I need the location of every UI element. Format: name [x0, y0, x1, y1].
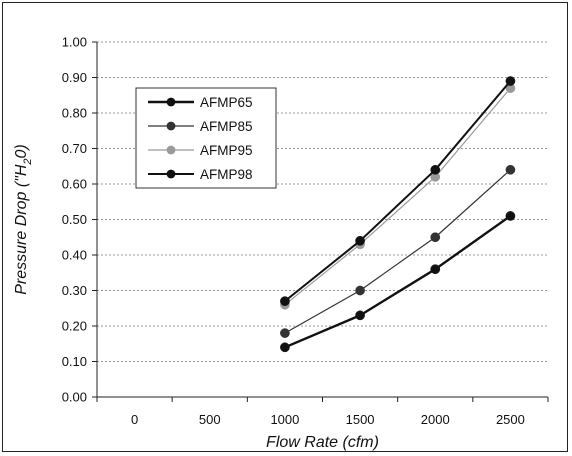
y-tick-label-0: 0.00 — [62, 390, 87, 405]
series-point-AFMP65-0 — [280, 342, 290, 353]
legend-marker-AFMP98 — [166, 169, 176, 179]
series-point-AFMP65-2 — [430, 264, 441, 275]
legend-marker-AFMP85 — [166, 121, 176, 131]
series-point-AFMP85-3 — [505, 164, 516, 175]
y-tick-label-2: 0.20 — [62, 319, 87, 334]
series-line-AFMP85 — [284, 169, 511, 334]
axes — [96, 42, 548, 398]
series-point-AFMP85-0 — [280, 328, 290, 338]
series-line-AFMP95 — [284, 87, 511, 306]
series-lines — [280, 76, 516, 353]
series-point-AFMP98-0 — [280, 296, 290, 306]
legend-box — [135, 87, 277, 189]
series-line-AFMP98 — [284, 80, 512, 302]
x-tick-label-5: 2500 — [496, 412, 525, 427]
y-tick-label-8: 0.80 — [62, 106, 87, 121]
x-tick-label-4: 2000 — [421, 412, 450, 427]
x-tick-label-2: 1000 — [270, 412, 299, 427]
y-axis-title-subscript: 2 — [22, 158, 34, 165]
series-line-AFMP65 — [284, 214, 512, 349]
grid-lines — [92, 41, 549, 402]
series-point-AFMP65-1 — [355, 310, 365, 321]
y-tick-label-6: 0.60 — [62, 177, 87, 192]
series-point-AFMP98-2 — [430, 164, 441, 175]
series-point-AFMP85-1 — [355, 285, 365, 296]
series-point-AFMP98-3 — [505, 76, 516, 86]
legend-marker-AFMP95 — [166, 145, 176, 155]
x-tick-label-0: 0 — [131, 412, 138, 427]
legend: AFMP65 AFMP85 AFMP95 AFMP98 — [135, 87, 277, 189]
y-axis-title-tail: 0) — [13, 144, 30, 158]
y-tick-label-9: 0.90 — [62, 70, 87, 85]
y-tick-labels: 0.00 0.10 0.20 0.30 0.40 0.50 0.60 0.70 0.80 0.90… — [62, 35, 87, 405]
legend-label-AFMP65: AFMP65 — [200, 95, 253, 110]
y-tick-label-3: 0.30 — [62, 283, 87, 298]
x-tick-label-1: 500 — [199, 412, 221, 427]
y-axis-title-main: Pressure Drop ("H — [13, 164, 30, 295]
y-tick-label-5: 0.50 — [62, 212, 87, 227]
x-tick-label-3: 1500 — [346, 412, 375, 427]
series-point-AFMP98-1 — [355, 235, 365, 246]
y-tick-label-10: 1.00 — [62, 35, 87, 50]
series-point-AFMP65-3 — [505, 211, 516, 221]
y-axis-title: Pressure Drop ("H20) — [13, 144, 34, 295]
x-tick-labels: 0 500 1000 1500 2000 2500 — [131, 412, 525, 427]
legend-marker-AFMP65 — [166, 97, 176, 107]
y-tick-label-1: 0.10 — [62, 354, 87, 369]
legend-label-AFMP95: AFMP95 — [200, 143, 253, 158]
x-axis-title: Flow Rate (cfm) — [266, 434, 379, 451]
y-tick-label-4: 0.40 — [62, 248, 87, 263]
legend-label-AFMP98: AFMP98 — [200, 167, 253, 182]
series-point-AFMP85-2 — [430, 232, 441, 243]
y-tick-label-7: 0.70 — [62, 141, 87, 156]
legend-label-AFMP85: AFMP85 — [200, 119, 253, 134]
